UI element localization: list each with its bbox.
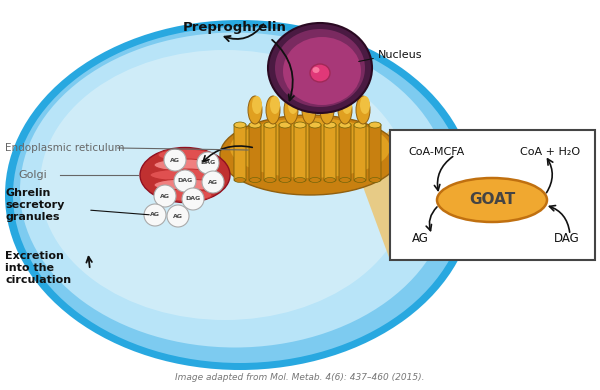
Ellipse shape <box>283 37 361 105</box>
Text: Endoplasmic reticulum: Endoplasmic reticulum <box>5 143 125 153</box>
Ellipse shape <box>279 122 291 128</box>
FancyBboxPatch shape <box>369 124 381 181</box>
Ellipse shape <box>266 96 280 124</box>
Ellipse shape <box>140 147 230 202</box>
Circle shape <box>144 204 166 226</box>
Ellipse shape <box>248 96 262 124</box>
Ellipse shape <box>288 96 298 114</box>
Ellipse shape <box>310 64 330 82</box>
Ellipse shape <box>154 179 216 191</box>
Text: Image adapted from Mol. Metab. 4(6): 437–460 (2015).: Image adapted from Mol. Metab. 4(6): 437… <box>175 374 425 383</box>
Ellipse shape <box>13 27 467 363</box>
Text: AG: AG <box>208 179 218 184</box>
Text: DAG: DAG <box>554 232 580 245</box>
Ellipse shape <box>154 159 216 171</box>
Ellipse shape <box>158 189 212 201</box>
Ellipse shape <box>280 60 298 76</box>
FancyBboxPatch shape <box>390 130 595 260</box>
FancyBboxPatch shape <box>324 124 336 181</box>
Text: CoA-MCFA: CoA-MCFA <box>408 147 464 157</box>
Ellipse shape <box>302 96 316 124</box>
FancyBboxPatch shape <box>249 124 261 181</box>
Text: Nucleus: Nucleus <box>378 50 422 60</box>
Ellipse shape <box>338 96 352 124</box>
Circle shape <box>167 205 189 227</box>
FancyBboxPatch shape <box>354 124 366 181</box>
Ellipse shape <box>284 96 298 124</box>
Ellipse shape <box>294 122 306 128</box>
Circle shape <box>197 152 219 174</box>
Ellipse shape <box>220 115 400 195</box>
Ellipse shape <box>295 177 305 183</box>
FancyBboxPatch shape <box>279 124 291 181</box>
Ellipse shape <box>342 60 360 76</box>
Ellipse shape <box>313 67 320 73</box>
Text: AG: AG <box>150 213 160 218</box>
Ellipse shape <box>342 96 352 114</box>
Ellipse shape <box>326 82 344 97</box>
FancyBboxPatch shape <box>339 124 351 181</box>
Ellipse shape <box>326 39 344 54</box>
Ellipse shape <box>437 178 547 222</box>
Ellipse shape <box>295 39 313 54</box>
Ellipse shape <box>354 122 366 128</box>
Ellipse shape <box>370 177 380 183</box>
FancyBboxPatch shape <box>309 124 321 181</box>
Text: Excretion
into the
circulation: Excretion into the circulation <box>5 252 71 285</box>
Ellipse shape <box>309 122 321 128</box>
Ellipse shape <box>369 122 381 128</box>
Ellipse shape <box>40 50 410 320</box>
Ellipse shape <box>295 82 313 97</box>
FancyBboxPatch shape <box>234 124 246 181</box>
Circle shape <box>164 149 186 171</box>
Ellipse shape <box>306 96 316 114</box>
Text: DAG: DAG <box>185 197 200 202</box>
Ellipse shape <box>280 177 290 183</box>
Ellipse shape <box>235 177 245 183</box>
Ellipse shape <box>234 122 246 128</box>
FancyBboxPatch shape <box>264 124 276 181</box>
Ellipse shape <box>5 20 475 370</box>
Ellipse shape <box>340 177 350 183</box>
Ellipse shape <box>275 29 365 107</box>
Circle shape <box>182 188 204 210</box>
Ellipse shape <box>356 96 370 124</box>
Ellipse shape <box>320 96 334 124</box>
Ellipse shape <box>310 177 320 183</box>
Ellipse shape <box>230 118 390 178</box>
Ellipse shape <box>324 96 334 114</box>
Ellipse shape <box>150 169 220 181</box>
Ellipse shape <box>249 122 261 128</box>
Text: DAG: DAG <box>178 179 193 184</box>
Text: Preproghrelin: Preproghrelin <box>183 21 287 34</box>
Ellipse shape <box>252 96 262 114</box>
Ellipse shape <box>265 177 275 183</box>
Circle shape <box>174 170 196 192</box>
Ellipse shape <box>264 122 276 128</box>
Text: AG: AG <box>173 213 183 218</box>
Circle shape <box>154 185 176 207</box>
Ellipse shape <box>325 177 335 183</box>
Polygon shape <box>355 130 390 260</box>
Ellipse shape <box>360 96 370 114</box>
Text: DAG: DAG <box>200 161 215 165</box>
Ellipse shape <box>339 122 351 128</box>
Text: CoA + H₂O: CoA + H₂O <box>520 147 580 157</box>
Ellipse shape <box>158 149 212 161</box>
Text: AG: AG <box>412 232 429 245</box>
Text: AG: AG <box>170 158 180 163</box>
Text: Ghrelin
secretory
granules: Ghrelin secretory granules <box>5 188 64 222</box>
Ellipse shape <box>165 165 215 200</box>
Ellipse shape <box>324 122 336 128</box>
Text: AG: AG <box>160 193 170 199</box>
FancyBboxPatch shape <box>294 124 306 181</box>
Ellipse shape <box>20 32 450 347</box>
Text: GOAT: GOAT <box>469 193 515 207</box>
Ellipse shape <box>355 177 365 183</box>
Ellipse shape <box>268 23 372 113</box>
Ellipse shape <box>270 96 280 114</box>
Circle shape <box>202 171 224 193</box>
Ellipse shape <box>250 177 260 183</box>
Text: Golgi: Golgi <box>18 170 47 180</box>
